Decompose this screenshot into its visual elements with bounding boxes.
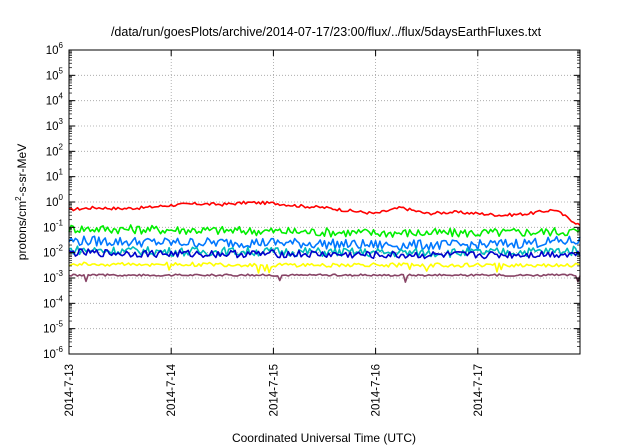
- x-tick-label: 2014-7-17: [473, 364, 485, 416]
- x-tick-labels: 2014-7-13 2014-7-14 2014-7-15 2014-7-16 2014…: [64, 363, 485, 416]
- series-line: [68, 273, 581, 283]
- series-line: [68, 235, 581, 251]
- y-tick-label: 10-6: [43, 345, 63, 361]
- series-line: [68, 248, 581, 260]
- x-tick-label: 2014-7-14: [166, 363, 178, 416]
- series-line: [68, 261, 581, 274]
- y-tick-label: 10-5: [43, 320, 63, 336]
- x-tick-label: 2014-7-15: [268, 364, 280, 416]
- series-line: [68, 224, 581, 238]
- y-axis-label-main: protons/cm: [15, 201, 29, 260]
- y-axis-label-unit: -s-sr-MeV: [15, 144, 29, 197]
- y-tick-label: 103: [46, 117, 64, 133]
- x-tick-label: 2014-7-16: [371, 364, 383, 416]
- y-tick-label: 104: [46, 92, 64, 108]
- grid-lines: [69, 50, 580, 354]
- y-tick-label: 10-1: [43, 218, 63, 234]
- y-axis-label-exp: 2: [14, 196, 23, 201]
- y-tick-labels: 10-6 10-5 10-4 10-3 10-2 10-1 100 101 102 103 104 1…: [43, 41, 63, 361]
- y-tick-label: 102: [46, 142, 64, 158]
- chart-title: /data/run/goesPlots/archive/2014-07-17/2…: [111, 25, 542, 39]
- y-tick-label: 100: [46, 193, 64, 209]
- x-tick-label: 2014-7-13: [64, 364, 76, 416]
- y-tick-label: 105: [46, 66, 64, 82]
- y-tick-label: 10-2: [43, 244, 63, 260]
- series-line: [68, 200, 581, 226]
- y-tick-label: 101: [46, 168, 64, 184]
- y-tick-label: 10-4: [43, 294, 63, 310]
- y-tick-label: 106: [46, 41, 64, 57]
- y-tick-label: 10-3: [43, 269, 63, 285]
- y-axis-label: protons/cm2-s-sr-MeV: [14, 144, 29, 260]
- tick-marks: [68, 49, 580, 355]
- x-axis-label: Coordinated Universal Time (UTC): [232, 431, 416, 445]
- series-layer: [68, 200, 581, 283]
